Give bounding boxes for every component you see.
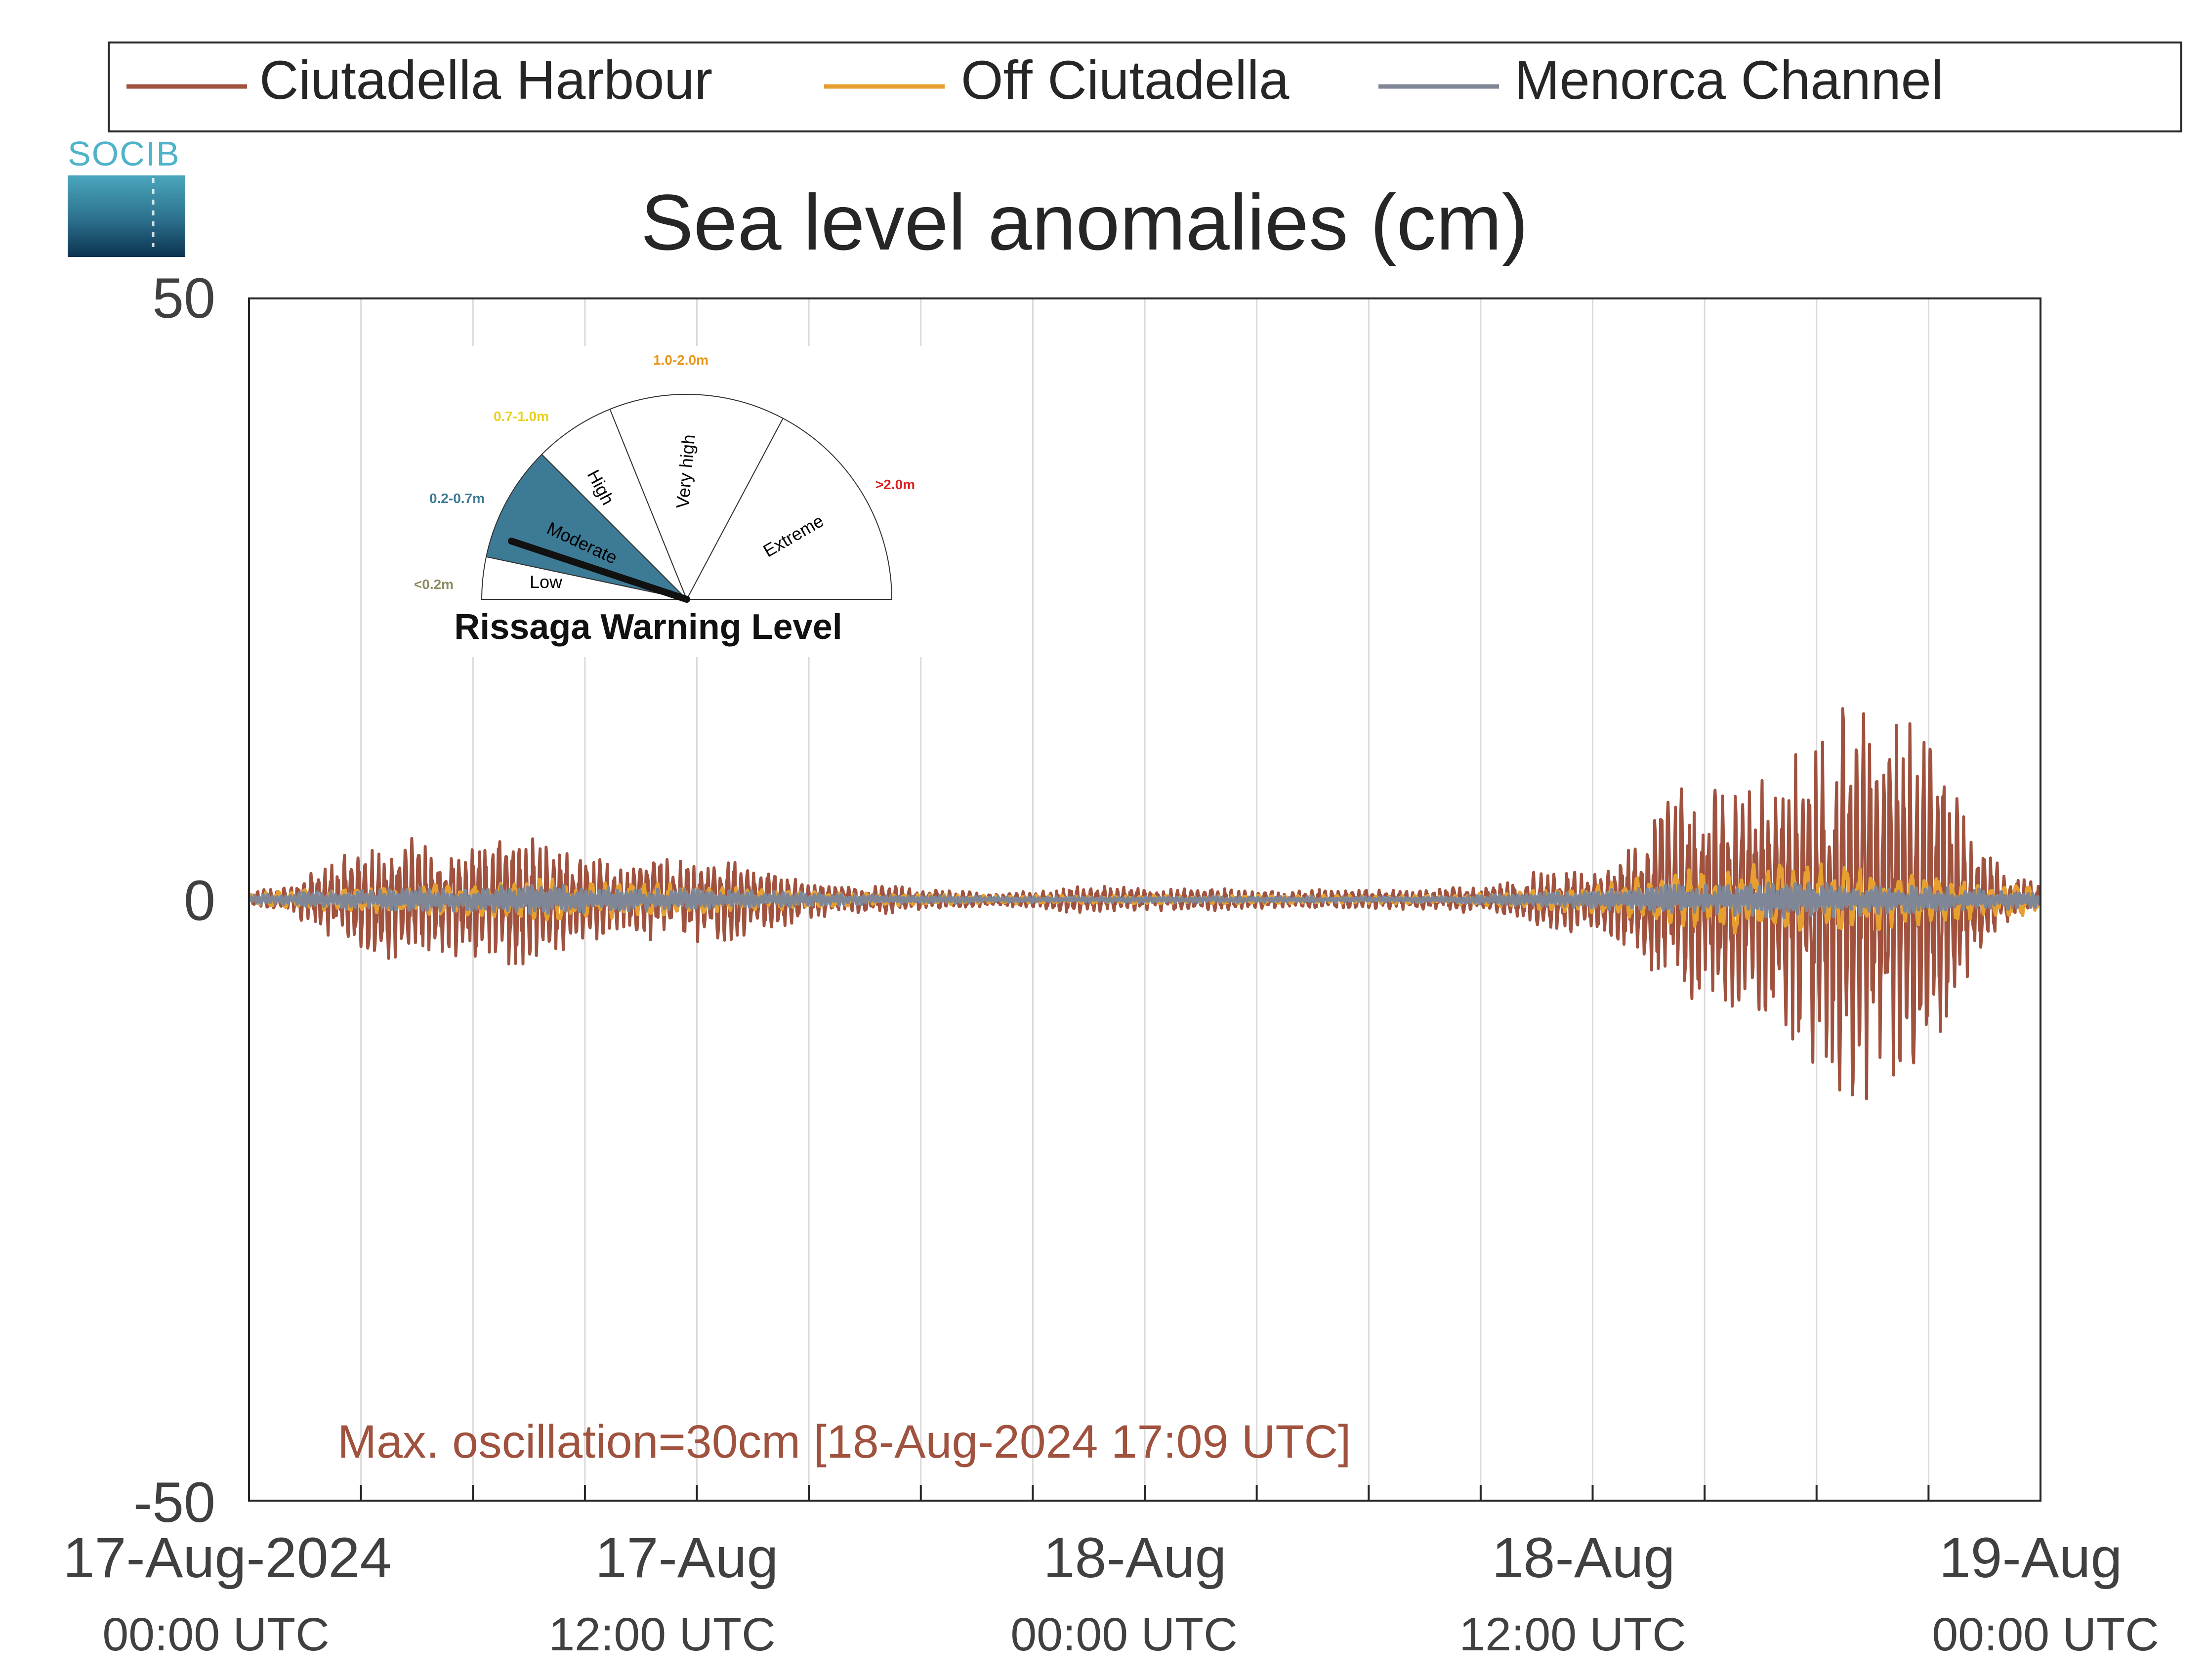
gauge-level-low: Low: [530, 572, 563, 592]
x-tick-labels: 17-Aug-2024 00:00 UTC 17-Aug 12:00 UTC 1…: [63, 1526, 2159, 1661]
gauge-sector-very-high: [609, 394, 784, 601]
gauge-needle: [508, 538, 690, 603]
x-tick-time-3: 12:00 UTC: [1459, 1608, 1686, 1661]
gauge-range-low: <0.2m: [414, 577, 454, 592]
x-tick-time-0: 00:00 UTC: [102, 1608, 329, 1661]
gauge-range-extreme: >2.0m: [875, 477, 915, 492]
y-tick-label-0: 0: [184, 869, 215, 932]
gauge-sector-moderate: [485, 454, 689, 600]
rissaga-warning-gauge: Low Moderate High Very high Extreme <0.2…: [400, 346, 929, 657]
gauge-sector-high: [541, 408, 687, 600]
x-tick-time-1: 12:00 UTC: [548, 1608, 775, 1661]
y-tick-label-50: 50: [152, 267, 215, 330]
gauge-title: Rissaga Warning Level: [454, 607, 842, 647]
socib-logo: SOCIB: [68, 134, 185, 257]
series-line-ciutadella-harbour: [249, 707, 2040, 1100]
series-group: [249, 707, 2040, 1100]
y-tick-label-neg50: -50: [133, 1471, 215, 1534]
series-line-menorca-channel: [249, 881, 2040, 920]
x-tick-date-0: 17-Aug-2024: [63, 1526, 392, 1590]
x-tick-date-4: 19-Aug: [1939, 1526, 2123, 1590]
x-tick-time-2: 00:00 UTC: [1010, 1608, 1237, 1661]
gauge-range-moderate: 0.2-0.7m: [429, 491, 485, 506]
gauge-sector-extreme: [686, 418, 893, 600]
x-tick-date-3: 18-Aug: [1492, 1526, 1675, 1590]
x-tick-date-2: 18-Aug: [1043, 1526, 1227, 1590]
legend: Ciutadella Harbour Off Ciutadella Menorc…: [108, 42, 2182, 132]
x-tick-time-4: 00:00 UTC: [1932, 1608, 2159, 1661]
max-oscillation-annotation: Max. oscillation=30cm [18-Aug-2024 17:09…: [337, 1416, 1351, 1468]
legend-label-ciutadella-harbour: Ciutadella Harbour: [259, 50, 712, 111]
logo-text: SOCIB: [68, 134, 180, 173]
chart-title: Sea level anomalies (cm): [641, 178, 1528, 266]
legend-label-menorca-channel: Menorca Channel: [1514, 50, 1943, 111]
x-tick-date-1: 17-Aug: [595, 1526, 779, 1590]
logo-graphic: [68, 175, 185, 257]
axis-ticks: [248, 1485, 2041, 1501]
legend-label-off-ciutadella: Off Ciutadella: [961, 50, 1290, 111]
gauge-range-very-high: 1.0-2.0m: [653, 352, 708, 368]
gauge-range-high: 0.7-1.0m: [494, 409, 549, 424]
